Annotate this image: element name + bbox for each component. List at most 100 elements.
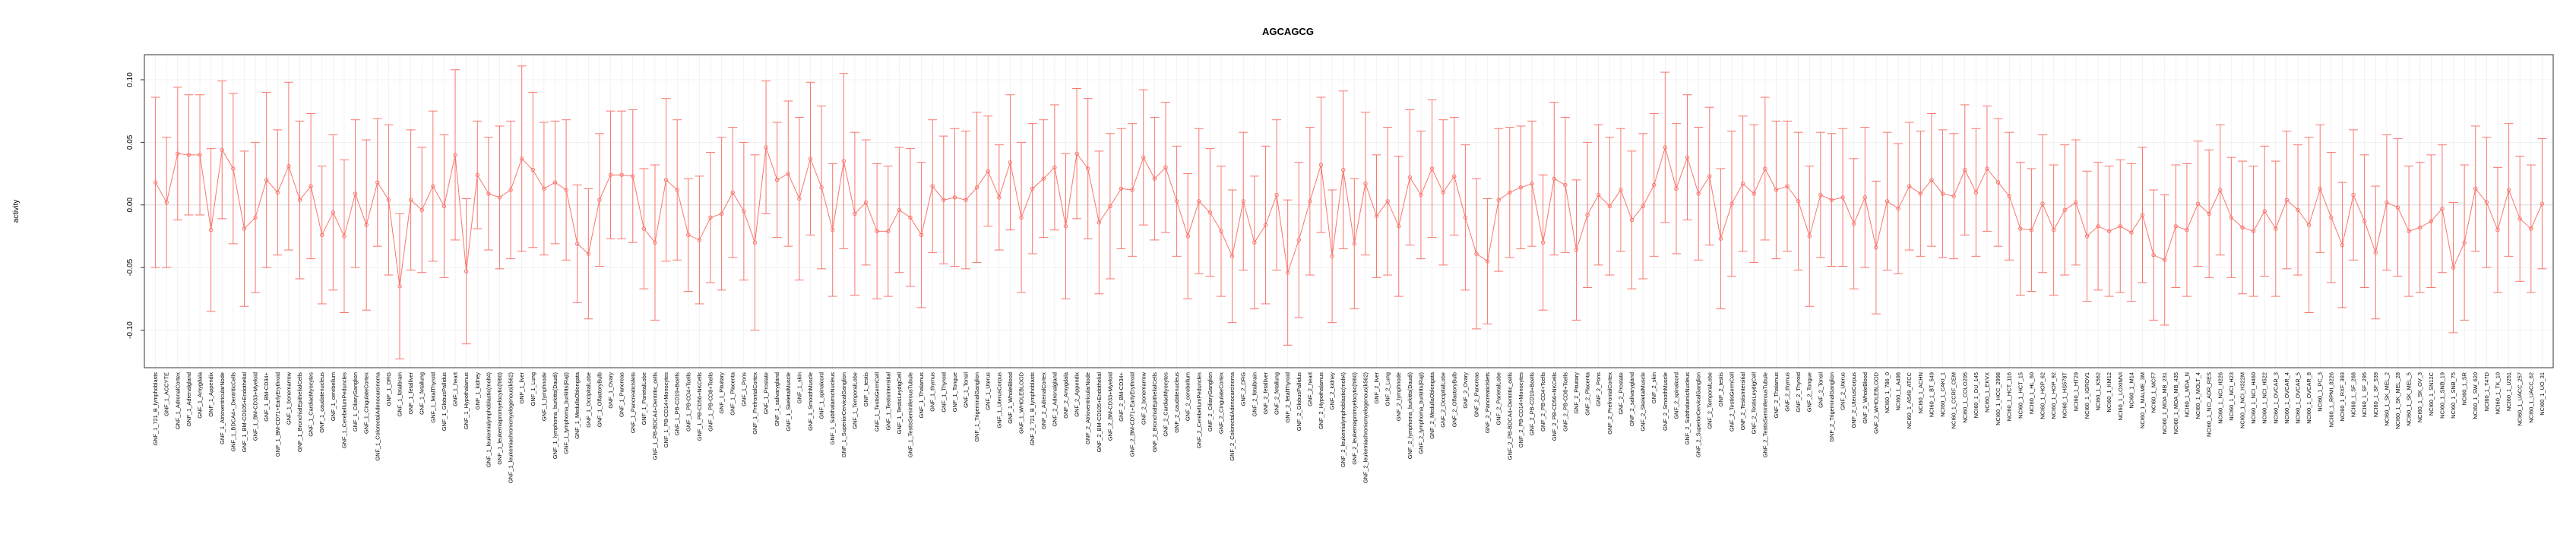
x-tick-label: GNF_1_Pons xyxy=(740,372,747,406)
x-tick-label: GNF_1_721_B_lymphoblasts xyxy=(152,372,159,446)
x-tick-label: GNF_1_Pituitary xyxy=(718,372,725,414)
data-point xyxy=(1896,207,1900,211)
data-point xyxy=(1862,195,1867,200)
data-point xyxy=(1718,236,1723,241)
x-tick-label: GNF_2_Placenta xyxy=(1584,372,1591,416)
x-tick-label: GNF_1_TestisIntersitial xyxy=(885,372,891,431)
data-point xyxy=(1874,245,1878,250)
x-tick-label: NCI60_1_SNB_19 xyxy=(2438,372,2445,419)
x-tick-label: GNF_2_DRG xyxy=(1240,372,1247,406)
data-point xyxy=(309,184,313,188)
x-tick-label: GNF_1_CiliaryGanglion xyxy=(352,372,359,432)
x-tick-label: GNF_2_fetalThyroid xyxy=(1284,372,1291,423)
x-tick-label: GNF_2_PB-CD19+Bcells xyxy=(1529,372,1536,435)
data-point xyxy=(275,190,280,194)
data-point xyxy=(1641,204,1645,209)
y-tick-label: 0.05 xyxy=(126,134,134,150)
data-point xyxy=(853,211,857,216)
data-point xyxy=(2163,258,2167,262)
x-tick-label: GNF_2_AdrenalCortex xyxy=(1040,372,1047,429)
data-point xyxy=(1829,198,1834,202)
x-tick-label: GNF_2_PancreaticIslets xyxy=(1484,372,1491,433)
x-tick-label: NCI60_1_HOP_92 xyxy=(2050,372,2057,419)
x-tick-label: GNF_1_DRG xyxy=(385,372,392,406)
x-tick-label: GNF_1_BM-CD34+ xyxy=(263,372,270,422)
x-tick-label: GNF_1_skin xyxy=(796,372,802,403)
data-point xyxy=(331,210,336,215)
x-tick-label: GNF_2_MedullaOblongata xyxy=(1429,372,1435,439)
data-point xyxy=(1086,166,1090,171)
x-tick-label: GNF_1_fetalThyroid xyxy=(429,372,436,423)
x-tick-label: GNF_2_BronchialEpithelialCells xyxy=(1151,372,1158,452)
x-tick-label: GNF_2_PB-CD4+Tcells xyxy=(1540,372,1546,432)
data-point xyxy=(663,178,669,182)
x-tick-label: GNF_1_BM-CD71+EarlyErythroid xyxy=(274,372,281,457)
x-tick-label: NCI60_1_786_0 xyxy=(1884,372,1891,413)
x-tick-label: GNF_1_BM-CD33+Myeloid xyxy=(252,372,259,441)
data-point xyxy=(2195,201,2201,206)
x-tick-label: GNF_2_BM-CD34+ xyxy=(1118,372,1125,422)
data-point xyxy=(2151,252,2156,258)
data-point xyxy=(364,223,369,227)
error-bar xyxy=(150,96,160,268)
plot-frame xyxy=(144,54,2554,368)
data-point xyxy=(2329,215,2334,220)
x-tick-label: GNF_1_Prostate xyxy=(763,372,770,414)
data-point xyxy=(752,240,758,245)
data-point xyxy=(1818,192,1823,198)
x-tick-label: GNF_1_Ovary xyxy=(607,372,614,409)
x-tick-label: GNF_2_721_B_lymphoblasts xyxy=(1029,372,1036,446)
x-tick-label: GNF_1_Uterus xyxy=(985,372,992,410)
x-tick-label: NCI60_1_HCC_2998 xyxy=(1995,372,2002,425)
x-tick-label: GNF_1_testis xyxy=(862,372,869,406)
data-point xyxy=(1108,204,1112,209)
data-point xyxy=(1674,186,1679,191)
x-tick-label: NCI60_1_MCF7 xyxy=(2150,372,2157,413)
data-point xyxy=(1596,192,1601,198)
chart-title: AGCAGCG xyxy=(1262,26,1314,37)
data-point xyxy=(1229,254,1235,259)
data-point xyxy=(2084,234,2090,239)
x-tick-label: GNF_1_WholeBlood xyxy=(1007,372,1014,424)
data-point xyxy=(1929,178,1934,182)
data-point xyxy=(1185,234,1190,239)
data-point xyxy=(2351,192,2356,198)
x-tick-label: NCI60_1_MOLT_4 xyxy=(2195,372,2201,419)
x-tick-label: GNF_2_Pituitary xyxy=(1573,372,1580,414)
x-tick-label: GNF_2_TestisLeydigCell xyxy=(1751,372,1758,435)
data-point xyxy=(1763,166,1767,171)
x-tick-label: GNF_1_BDCA4+_DentriticCells xyxy=(229,372,236,452)
x-tick-label: GNF_2_TrigeminalGanglion xyxy=(1828,372,1835,442)
data-point xyxy=(2274,226,2278,231)
x-tick-label: GNF_2_leukemialymphoblastic(molt4) xyxy=(1340,372,1347,467)
x-tick-label: GNF_2_WHOLEBLOOD xyxy=(1872,372,1879,434)
y-tick-label: -0.05 xyxy=(126,258,134,276)
data-point xyxy=(2106,229,2112,234)
data-point xyxy=(552,180,558,185)
data-point xyxy=(1074,151,1079,156)
data-point xyxy=(2418,225,2423,230)
data-point xyxy=(1441,190,1445,194)
data-point xyxy=(2062,207,2067,213)
x-tick-label: GNF_2_OlfactoryBulb xyxy=(1451,372,1457,427)
data-point xyxy=(974,185,979,190)
data-point xyxy=(1119,186,1124,191)
x-tick-label: GNF_1_Hypothalamus xyxy=(463,372,470,429)
x-tick-label: NCI60_1_NCI_H322M xyxy=(2239,372,2245,428)
x-tick-label: GNF_1_thymus xyxy=(929,372,936,412)
x-tick-label: NCI60_1_PC_3 xyxy=(2317,372,2324,412)
x-tick-label: NCI60_1_DU_145 xyxy=(1973,372,1979,418)
data-point xyxy=(2229,215,2234,220)
data-point xyxy=(1540,240,1546,245)
data-point xyxy=(1951,194,1956,198)
x-tick-label: GNF_1_fetallung xyxy=(419,372,426,415)
x-tick-label: NCI60_1_UACC_62 xyxy=(2527,372,2534,423)
x-tick-label: GNF_2_bonemarrow xyxy=(1140,372,1147,425)
data-point xyxy=(1263,223,1268,227)
data-point xyxy=(686,232,691,238)
data-point xyxy=(1851,221,1856,226)
data-point xyxy=(1274,192,1279,198)
x-tick-label: GNF_1_MedullaOblongata xyxy=(574,372,581,439)
data-point xyxy=(797,196,802,201)
